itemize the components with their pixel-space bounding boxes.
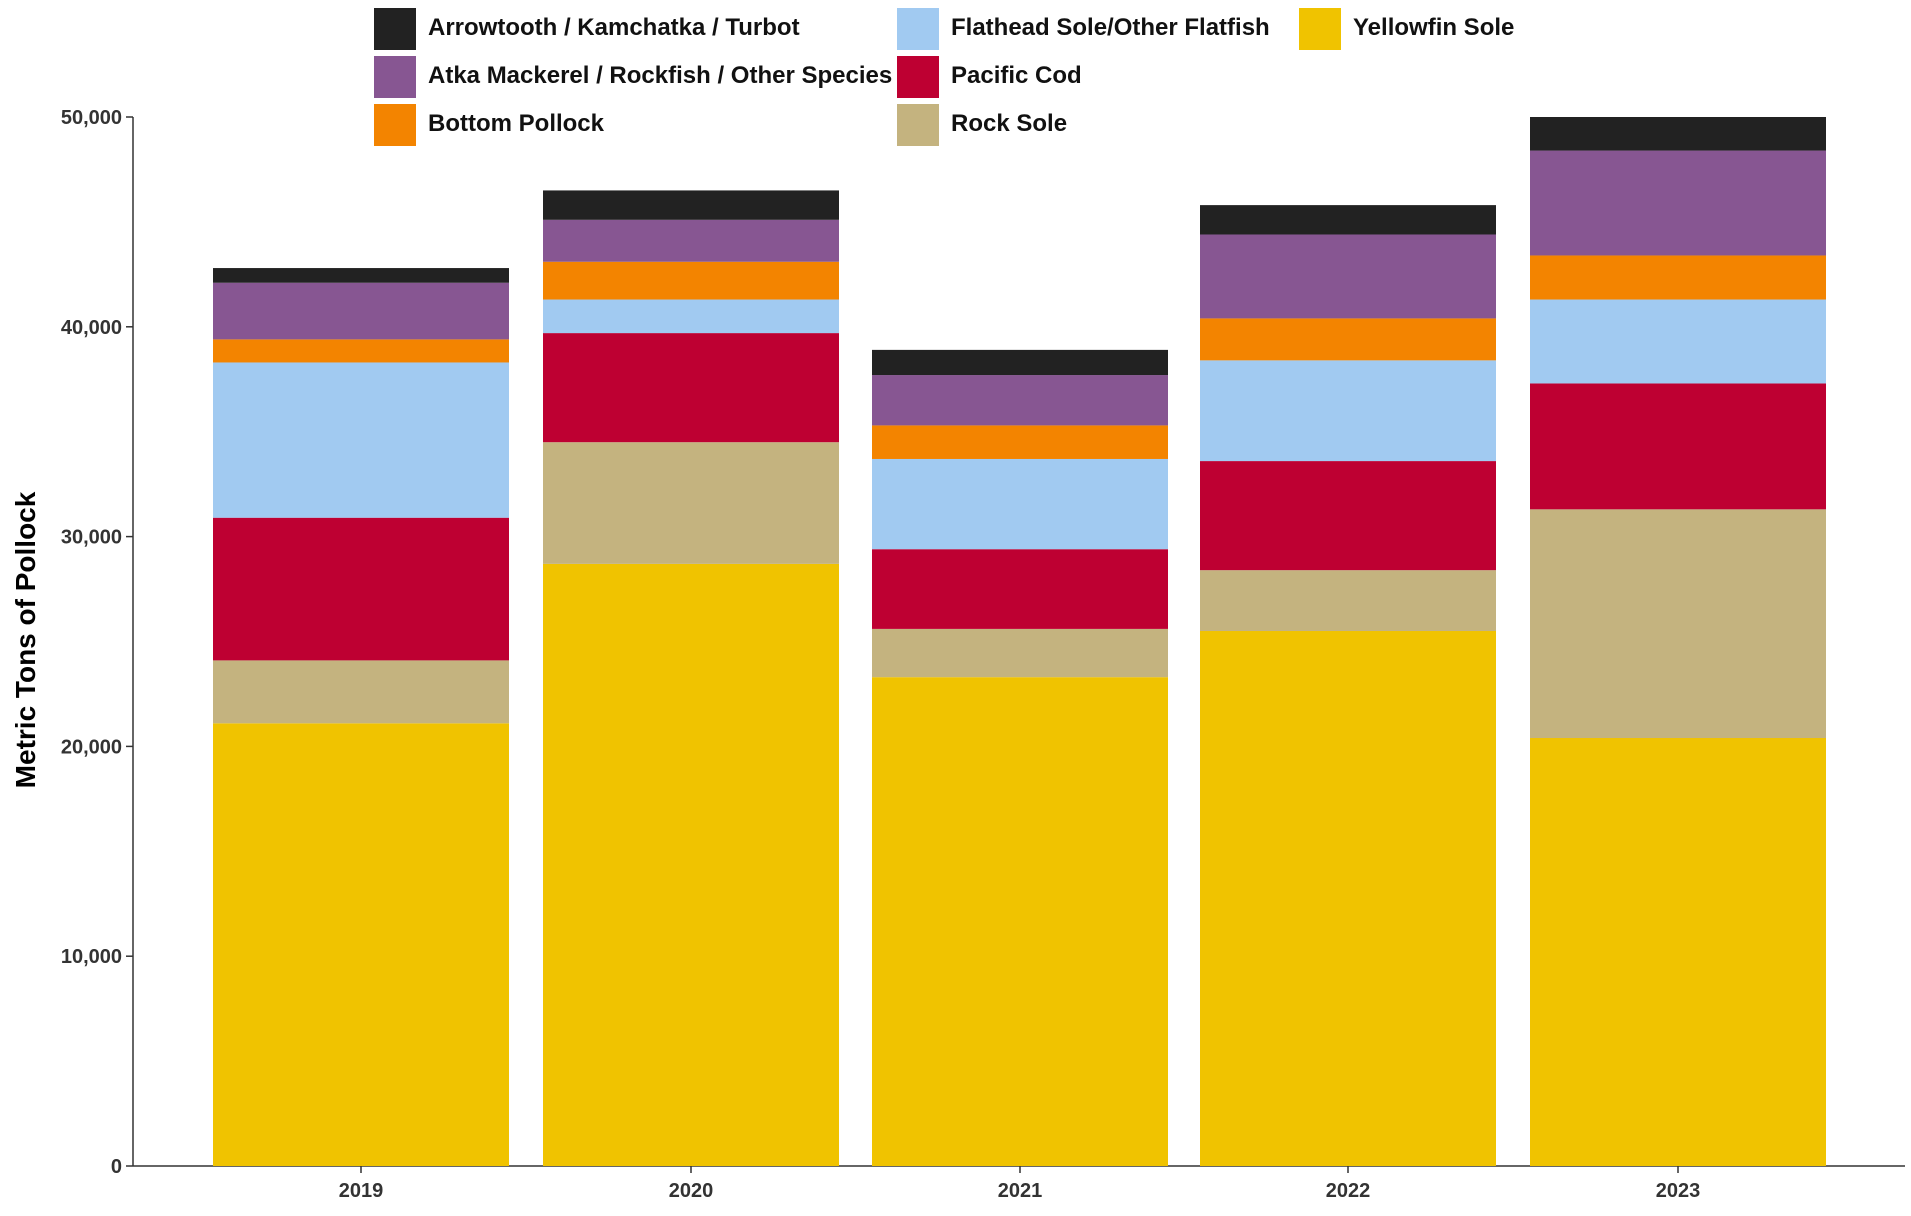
legend-label: Pacific Cod [951, 62, 1082, 89]
legend-item-rock-sole: Rock Sole [897, 104, 1067, 146]
bar-segment-atka-mackerel-rockfish-other-species-2019 [213, 282, 509, 340]
legend-item-bottom-pollock: Bottom Pollock [374, 104, 605, 146]
bar-segment-pacific-cod-2023 [1530, 383, 1826, 510]
bar-stack-2020 [543, 190, 839, 1166]
axes: 0 10,000 20,000 30,000 40,000 50,000 2019 2020 2… [61, 107, 1905, 1202]
bars [213, 117, 1826, 1166]
legend-swatch [897, 56, 939, 98]
bar-segment-flathead-sole-other-flatfish-2020 [543, 299, 839, 334]
bar-segment-rock-sole-2019 [213, 660, 509, 724]
legend-item-yellowfin-sole: Yellowfin Sole [1299, 8, 1514, 50]
legend-swatch [374, 56, 416, 98]
bar-segment-yellowfin-sole-2021 [872, 677, 1168, 1166]
x-tick-label: 2022 [1326, 1180, 1371, 1202]
x-tick-label: 2020 [669, 1180, 714, 1202]
bar-stack-2023 [1530, 117, 1826, 1166]
bar-segment-arrowtooth-kamchatka-turbot-2019 [213, 268, 509, 283]
bar-segment-yellowfin-sole-2023 [1530, 738, 1826, 1166]
legend-swatch [897, 8, 939, 50]
bar-segment-rock-sole-2021 [872, 628, 1168, 678]
y-tick-label: 0 [111, 1156, 122, 1178]
legend-swatch [1299, 8, 1341, 50]
bar-segment-bottom-pollock-2022 [1200, 318, 1496, 361]
bar-segment-arrowtooth-kamchatka-turbot-2020 [543, 190, 839, 220]
y-tick-label: 40,000 [61, 317, 122, 339]
legend-swatch [374, 104, 416, 146]
legend-label: Rock Sole [951, 110, 1067, 137]
bar-segment-rock-sole-2020 [543, 442, 839, 564]
legend-label: Atka Mackerel / Rockfish / Other Species [428, 62, 892, 89]
bar-stack-2019 [213, 268, 509, 1166]
y-tick-label: 20,000 [61, 736, 122, 758]
legend-label: Yellowfin Sole [1353, 14, 1514, 41]
legend-swatch [374, 8, 416, 50]
bar-segment-flathead-sole-other-flatfish-2023 [1530, 299, 1826, 384]
y-tick-label: 30,000 [61, 527, 122, 549]
bar-segment-bottom-pollock-2021 [872, 425, 1168, 459]
x-tick-label: 2021 [998, 1180, 1043, 1202]
bar-stack-2022 [1200, 205, 1496, 1166]
legend: Arrowtooth / Kamchatka / Turbot Atka Mack… [374, 8, 1514, 146]
bar-segment-yellowfin-sole-2022 [1200, 631, 1496, 1166]
bar-segment-rock-sole-2023 [1530, 509, 1826, 739]
bar-segment-arrowtooth-kamchatka-turbot-2022 [1200, 205, 1496, 235]
legend-label: Bottom Pollock [428, 110, 605, 137]
bar-segment-flathead-sole-other-flatfish-2022 [1200, 360, 1496, 462]
legend-swatch [897, 104, 939, 146]
bar-stack-2021 [872, 349, 1168, 1166]
bar-segment-pacific-cod-2020 [543, 333, 839, 443]
bar-segment-pacific-cod-2019 [213, 517, 509, 661]
bar-segment-yellowfin-sole-2019 [213, 723, 509, 1166]
y-tick-label: 10,000 [61, 946, 122, 968]
bar-segment-bottom-pollock-2019 [213, 339, 509, 363]
bar-segment-flathead-sole-other-flatfish-2021 [872, 458, 1168, 550]
bar-segment-atka-mackerel-rockfish-other-species-2022 [1200, 234, 1496, 319]
legend-label: Arrowtooth / Kamchatka / Turbot [428, 14, 800, 41]
bar-segment-pacific-cod-2021 [872, 549, 1168, 629]
legend-item-flathead-sole-other-flatfish: Flathead Sole/Other Flatfish [897, 8, 1270, 50]
bar-segment-bottom-pollock-2020 [543, 261, 839, 300]
x-tick-label: 2019 [339, 1180, 384, 1202]
legend-item-pacific-cod: Pacific Cod [897, 56, 1082, 98]
y-axis-title: Metric Tons of Pollock [10, 491, 41, 788]
bar-segment-rock-sole-2022 [1200, 570, 1496, 632]
bar-segment-bottom-pollock-2023 [1530, 255, 1826, 300]
bar-segment-yellowfin-sole-2020 [543, 563, 839, 1166]
bar-segment-atka-mackerel-rockfish-other-species-2020 [543, 219, 839, 262]
y-tick-label: 50,000 [61, 107, 122, 129]
legend-label: Flathead Sole/Other Flatfish [951, 14, 1270, 41]
bar-segment-atka-mackerel-rockfish-other-species-2023 [1530, 150, 1826, 256]
x-tick-label: 2023 [1656, 1180, 1701, 1202]
legend-item-atka-mackerel-rockfish-other-species: Atka Mackerel / Rockfish / Other Species [374, 56, 892, 98]
bar-segment-arrowtooth-kamchatka-turbot-2023 [1530, 117, 1826, 151]
legend-item-arrowtooth-kamchatka-turbot: Arrowtooth / Kamchatka / Turbot [374, 8, 800, 50]
bar-segment-pacific-cod-2022 [1200, 461, 1496, 571]
bar-segment-flathead-sole-other-flatfish-2019 [213, 362, 509, 518]
bar-segment-atka-mackerel-rockfish-other-species-2021 [872, 375, 1168, 426]
bar-segment-arrowtooth-kamchatka-turbot-2021 [872, 349, 1168, 376]
